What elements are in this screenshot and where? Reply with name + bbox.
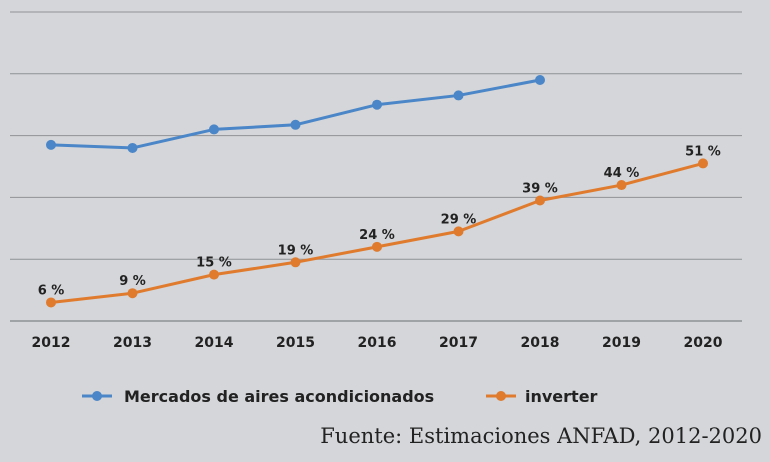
source-note: Fuente: Estimaciones ANFAD, 2012-2020 (320, 424, 762, 448)
x-tick-label: 2019 (602, 335, 641, 351)
legend-item: inverter (486, 387, 598, 406)
legend-swatch-marker (496, 391, 506, 401)
data-point (535, 74, 545, 85)
x-tick-label: 2017 (439, 335, 478, 351)
data-point (290, 119, 301, 130)
gridlines (10, 11, 742, 322)
data-point (698, 158, 708, 169)
legend: Mercados de aires acondicionados inverter (82, 387, 598, 406)
series-1: 6 % 9 % 15 % 19 % 24 % 29 % 39 % 44 % 51 % (38, 144, 721, 308)
legend-swatch-marker (92, 391, 102, 401)
data-label: 51 % (685, 144, 721, 159)
data-label: 19 % (278, 243, 314, 258)
data-point (453, 226, 464, 237)
x-axis-tick-labels: 2012 2013 2014 2015 2016 2017 2018 2019 2020 (32, 335, 723, 351)
data-label: 44 % (604, 166, 640, 181)
data-point (127, 288, 138, 299)
x-tick-label: 2020 (684, 335, 723, 351)
x-tick-label: 2014 (195, 335, 234, 351)
legend-label: Mercados de aires acondicionados (124, 387, 434, 406)
data-point (616, 180, 627, 191)
x-tick-label: 2015 (276, 335, 315, 351)
data-label: 9 % (119, 274, 146, 289)
legend-item: Mercados de aires acondicionados (82, 387, 434, 406)
data-point (453, 90, 464, 101)
data-point (209, 124, 219, 135)
data-point (290, 257, 301, 268)
x-tick-label: 2013 (113, 335, 152, 351)
data-label: 15 % (196, 256, 232, 271)
data-point (209, 269, 219, 280)
data-label: 6 % (38, 283, 65, 298)
data-point (535, 195, 545, 206)
series-line (50, 78, 541, 150)
series-layer: 6 % 9 % 15 % 19 % 24 % 29 % 39 % 44 % 51 % (38, 74, 721, 308)
x-tick-label: 2012 (32, 335, 71, 351)
data-point (372, 241, 382, 252)
data-point (372, 99, 382, 110)
data-point (46, 297, 56, 308)
data-label: 24 % (359, 228, 395, 243)
series-0 (46, 74, 545, 153)
data-label: 29 % (441, 212, 477, 227)
data-point (46, 139, 56, 150)
data-label: 39 % (522, 181, 558, 196)
x-tick-label: 2016 (358, 335, 397, 351)
data-point (127, 142, 138, 153)
x-tick-label: 2018 (521, 335, 560, 351)
legend-label: inverter (525, 387, 598, 406)
